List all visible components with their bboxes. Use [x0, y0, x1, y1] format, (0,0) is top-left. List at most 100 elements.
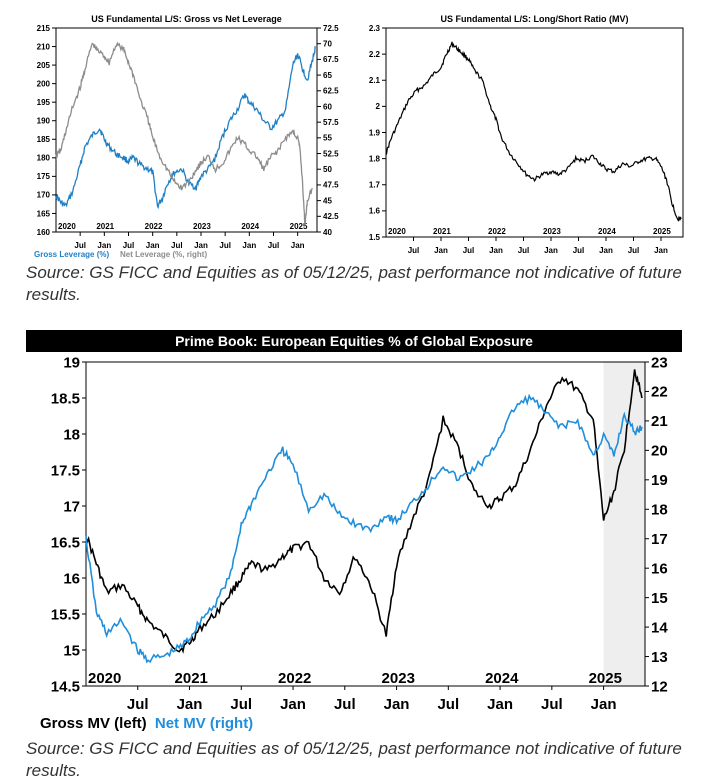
year-label: 2023: [543, 227, 561, 236]
x-tick-label: Jan: [591, 696, 617, 713]
y-tick-label-left: 19: [63, 354, 80, 371]
x-tick-label: Jul: [74, 241, 86, 250]
y-tick-label-left: 15: [63, 642, 80, 659]
y-tick-label-left: 2: [376, 102, 381, 111]
legend-gross-leverage: Gross Leverage (%): [34, 250, 109, 259]
year-label: 2021: [175, 670, 208, 687]
chart3-legend: Gross MV (left) Net MV (right): [40, 715, 257, 732]
y-tick-label-left: 18: [63, 426, 80, 443]
x-tick-label: Jan: [242, 241, 256, 250]
year-label: 2022: [145, 222, 163, 231]
x-tick-label: Jan: [489, 246, 503, 255]
x-tick-label: Jan: [97, 241, 111, 250]
plot-frame: [55, 27, 318, 233]
y-tick-label-right: 72.5: [323, 24, 339, 33]
y-tick-label-left: 1.9: [369, 128, 381, 137]
y-tick-label-left: 2.2: [369, 50, 381, 59]
legend-net-leverage: Net Leverage (%, right): [120, 250, 207, 259]
x-tick-label: Jan: [146, 241, 160, 250]
x-tick-label: Jul: [123, 241, 135, 250]
y-tick-label-right: 52.5: [323, 149, 339, 158]
series-line: [85, 369, 643, 654]
year-label: 2022: [488, 227, 506, 236]
y-tick-label-left: 14.5: [51, 678, 80, 695]
y-tick-label-left: 180: [37, 154, 51, 163]
x-tick-label: Jul: [573, 246, 585, 255]
y-tick-label-right: 55: [323, 134, 332, 143]
x-tick-label: Jan: [280, 696, 306, 713]
y-tick-label-left: 195: [37, 98, 51, 107]
y-tick-label-right: 67.5: [323, 55, 339, 64]
year-label: 2020: [388, 227, 406, 236]
x-tick-label: Jul: [437, 696, 459, 713]
x-tick-label: Jan: [384, 696, 410, 713]
x-tick-label: Jul: [518, 246, 530, 255]
long-short-ratio-chart: US Fundamental L/S: Long/Short Ratio (MV…: [369, 14, 684, 255]
y-tick-label-right: 23: [651, 354, 668, 371]
year-label: 2024: [241, 222, 259, 231]
y-tick-label-left: 185: [37, 135, 51, 144]
y-tick-label-right: 65: [323, 71, 332, 80]
year-label: 2020: [88, 670, 121, 687]
source-note-bottom: Source: GS FICC and Equities as of 05/12…: [26, 739, 682, 780]
x-tick-label: Jan: [487, 696, 513, 713]
x-tick-label: Jan: [291, 241, 305, 250]
year-label: 2024: [485, 670, 519, 687]
x-tick-label: Jul: [127, 696, 149, 713]
series-line: [385, 41, 682, 222]
y-tick-label-left: 1.7: [369, 181, 381, 190]
y-tick-label-right: 42.5: [323, 212, 339, 221]
x-tick-label: Jul: [171, 241, 183, 250]
x-tick-label: Jul: [628, 246, 640, 255]
legend-net-mv: Net MV (right): [154, 715, 254, 732]
y-tick-label-right: 40: [323, 228, 332, 237]
y-tick-label-right: 47.5: [323, 181, 339, 190]
y-tick-label-left: 160: [37, 228, 51, 237]
y-tick-label-right: 18: [651, 502, 668, 519]
highlight-band: [603, 362, 645, 686]
y-tick-label-left: 16.5: [51, 534, 80, 551]
y-tick-label-right: 70: [323, 39, 332, 48]
y-tick-label-right: 20: [651, 443, 668, 460]
series-line: [55, 45, 316, 210]
year-label: 2023: [193, 222, 211, 231]
x-tick-label: Jan: [654, 246, 668, 255]
y-tick-label-right: 19: [651, 472, 668, 489]
y-tick-label-left: 16: [63, 570, 80, 587]
series-line: [55, 41, 313, 227]
y-tick-label-right: 12: [651, 678, 668, 695]
plot-frame: [85, 361, 646, 687]
y-tick-label-left: 200: [37, 79, 51, 88]
year-label: 2022: [278, 670, 311, 687]
y-tick-label-right: 16: [651, 560, 668, 577]
y-tick-label-right: 57.5: [323, 118, 339, 127]
source-note-top: Source: GS FICC and Equities as of 05/12…: [26, 263, 682, 304]
chart3-title-banner: Prime Book: European Equities % of Globa…: [26, 330, 682, 352]
y-tick-label-left: 215: [37, 24, 51, 33]
x-tick-label: Jan: [544, 246, 558, 255]
x-tick-label: Jul: [268, 241, 280, 250]
y-tick-label-left: 170: [37, 191, 51, 200]
x-tick-label: Jan: [434, 246, 448, 255]
y-tick-label-right: 13: [651, 649, 668, 666]
y-tick-label-right: 14: [651, 619, 668, 636]
y-tick-label-left: 18.5: [51, 390, 80, 407]
y-tick-label-left: 17: [63, 498, 80, 515]
gross-vs-net-leverage-chart: US Fundamental L/S: Gross vs Net Leverag…: [34, 14, 339, 259]
y-tick-label-right: 15: [651, 590, 668, 607]
y-tick-label-left: 2.3: [369, 24, 381, 33]
year-label: 2025: [589, 670, 622, 687]
year-label: 2020: [58, 222, 76, 231]
chart-title: US Fundamental L/S: Gross vs Net Leverag…: [91, 14, 282, 24]
y-tick-label-left: 165: [37, 209, 51, 218]
x-tick-label: Jul: [230, 696, 252, 713]
y-tick-label-left: 15.5: [51, 606, 80, 623]
x-tick-label: Jul: [541, 696, 563, 713]
y-tick-label-left: 1.6: [369, 207, 381, 216]
x-tick-label: Jul: [219, 241, 231, 250]
y-tick-label-right: 22: [651, 384, 668, 401]
y-tick-label-left: 1.8: [369, 154, 381, 163]
y-tick-label-right: 62.5: [323, 87, 339, 96]
year-label: 2023: [382, 670, 415, 687]
y-tick-label-left: 175: [37, 172, 51, 181]
